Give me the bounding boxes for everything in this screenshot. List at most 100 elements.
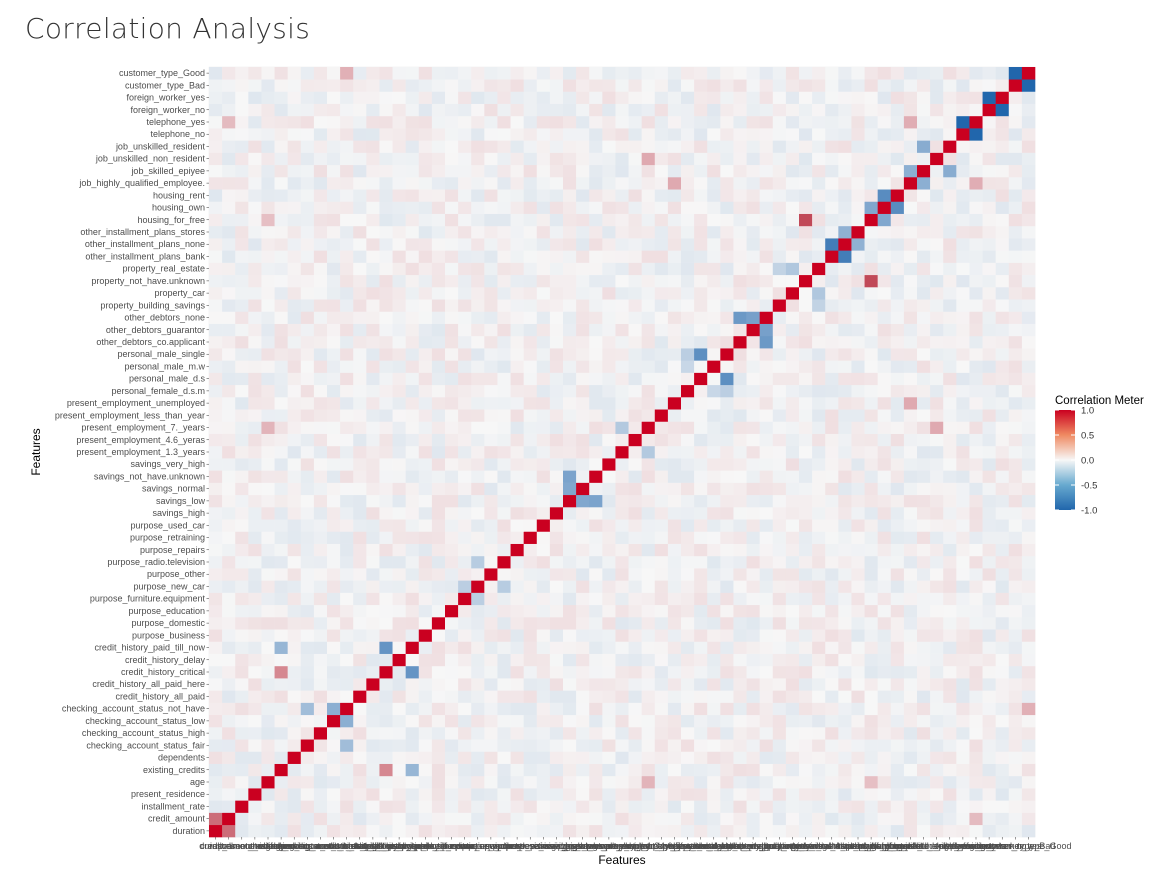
heatmap-cell [943,421,957,434]
heatmap-cell [864,262,878,276]
heatmap-cell [772,67,787,80]
heatmap-cell [838,800,852,813]
heatmap-cell [707,177,721,190]
heatmap-cell [694,470,708,483]
heatmap-cell [248,653,262,667]
heatmap-cell [549,458,564,471]
heatmap-cell [1008,433,1023,447]
heatmap-cell [838,152,852,166]
heatmap-cell [917,128,931,141]
heatmap-cell [327,531,341,544]
heatmap-cell [746,348,760,361]
heatmap-cell [1021,372,1036,386]
heatmap-cell [327,617,341,630]
heatmap-cell [759,653,774,667]
heatmap-cell [956,433,970,447]
heatmap-cell [969,274,983,288]
heatmap-cell [641,384,656,398]
heatmap-cell [982,519,996,532]
heatmap-cell [497,665,511,679]
heatmap-cell [995,348,1010,361]
heatmap-cell [523,555,538,569]
heatmap-cell [274,421,288,434]
heatmap-cell [1008,323,1023,337]
heatmap-cell [759,433,774,447]
x-tick-label: installment_rate [210,841,274,851]
heatmap-cell [877,445,892,459]
heatmap-cell [615,702,629,716]
heatmap-cell [510,299,524,312]
heatmap-cell [484,372,498,386]
heatmap-cell [392,433,406,447]
heatmap-cell [445,348,459,361]
heatmap-cell [379,482,393,496]
heatmap-cell [733,604,747,618]
heatmap-cell [340,800,354,813]
heatmap-cell [799,421,813,434]
heatmap-cell [484,384,498,398]
heatmap-cell [497,335,511,349]
heatmap-cell [943,128,957,141]
heatmap-cell [1008,140,1023,153]
heatmap-cell [353,225,367,239]
heatmap-cell [458,238,472,251]
heatmap-cell [995,397,1010,410]
heatmap-cell [812,409,826,422]
heatmap-cell [956,348,970,361]
heatmap-cell [353,629,367,642]
heatmap-cell [497,274,511,288]
heatmap-cell [471,372,485,386]
heatmap-cell [943,238,957,251]
heatmap-cell [523,788,538,801]
heatmap-cell [379,800,393,813]
heatmap-cell [576,580,590,593]
heatmap-cell [313,580,328,593]
heatmap-cell [825,201,839,214]
heatmap-cell [785,751,800,764]
heatmap-cell [995,702,1010,716]
heatmap-cell [864,739,878,752]
heatmap-cell [707,79,721,92]
heatmap-cell [379,128,393,141]
heatmap-cell [995,287,1010,300]
heatmap-cell [615,79,629,92]
x-tick-label: credit_history_all_paid_here [317,841,430,851]
heatmap-cell [694,665,708,679]
heatmap-cell [523,458,538,471]
heatmap-cell [484,225,498,239]
heatmap-cell [851,238,865,251]
heatmap-cell [681,177,695,190]
heatmap-cell [209,458,223,471]
y-tick-label: present_employment_less_than_year [55,410,205,420]
heatmap-cell [641,323,656,337]
heatmap-cell [903,152,918,166]
heatmap-cell [982,641,996,654]
heatmap-cell [694,641,708,654]
heatmap-cell [982,433,996,447]
heatmap-cell [313,641,328,654]
heatmap-cell [300,128,315,141]
heatmap-cell [930,140,944,153]
heatmap-cell [903,751,918,764]
heatmap-cell [235,775,249,789]
heatmap-cell [838,445,852,459]
heatmap-cell [969,470,983,483]
heatmap-cell [851,702,865,716]
heatmap-cell [969,299,983,312]
heatmap-cell [667,507,682,520]
heatmap-cell [615,494,629,508]
heatmap-cell [956,763,970,777]
heatmap-cell [379,262,393,276]
heatmap-cell [353,201,367,214]
heatmap-cell [353,690,367,703]
heatmap-cell [812,568,826,581]
heatmap-cell [615,348,629,361]
heatmap-cell [890,299,905,312]
heatmap-cell [694,555,708,569]
heatmap-cell [615,128,629,141]
heatmap-cell [445,213,459,227]
heatmap-cell [484,470,498,483]
heatmap-cell [484,299,498,312]
heatmap-cell [222,115,236,129]
heatmap-cell [563,421,577,434]
